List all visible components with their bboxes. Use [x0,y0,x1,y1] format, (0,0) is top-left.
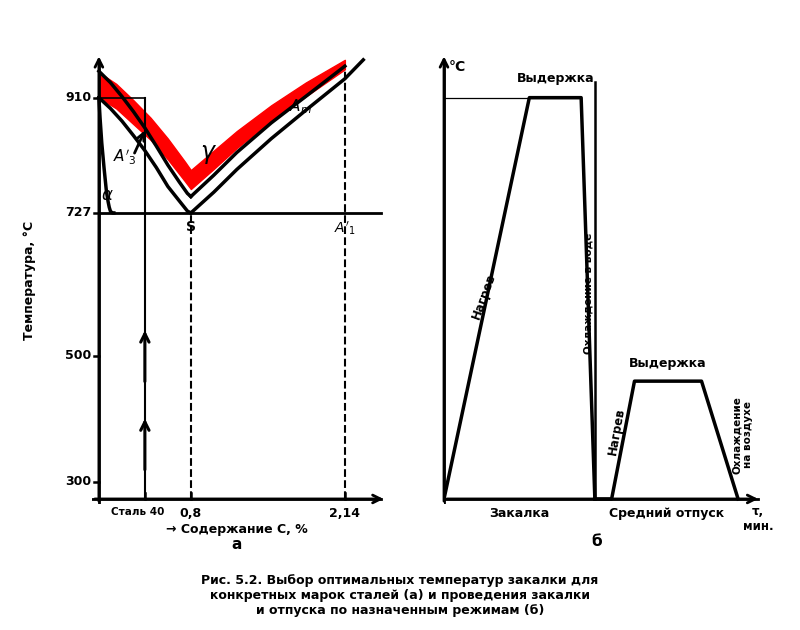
Text: $\gamma$: $\gamma$ [199,142,217,166]
Text: $A'_1$: $A'_1$ [334,220,356,238]
Text: Рис. 5.2. Выбор оптимальных температур закалки для
конкретных марок сталей (а) и: Рис. 5.2. Выбор оптимальных температур з… [202,575,598,617]
Text: Выдержка: Выдержка [629,357,707,370]
Text: Нагрев: Нагрев [606,407,626,456]
Text: $\alpha$: $\alpha$ [101,186,114,204]
Text: °С: °С [449,60,466,74]
Text: 910: 910 [66,91,91,104]
Text: Средний отпуск: Средний отпуск [609,507,724,520]
Text: → Содержание С, %: → Содержание С, % [166,523,308,536]
Text: $A'_3$: $A'_3$ [114,148,138,167]
Text: Охлаждение
на воздухе: Охлаждение на воздухе [732,396,754,474]
Text: S: S [186,220,196,234]
Text: 727: 727 [65,207,91,219]
Text: Охлаждение в воде: Охлаждение в воде [583,232,593,353]
Text: Температура, °С: Температура, °С [23,220,37,340]
Text: 2,14: 2,14 [330,507,360,520]
Text: τ,
мин.: τ, мин. [742,505,774,533]
Text: Закалка: Закалка [490,507,550,520]
Text: а: а [232,537,242,552]
Text: 500: 500 [65,350,91,362]
Text: Сталь 40: Сталь 40 [111,507,165,517]
Text: $A_m$: $A_m$ [289,98,311,117]
Text: б: б [591,534,602,549]
Text: Нагрев: Нагрев [470,272,498,321]
Text: 300: 300 [66,476,91,488]
Text: Выдержка: Выдержка [517,72,594,85]
Text: 0,8: 0,8 [180,507,202,520]
